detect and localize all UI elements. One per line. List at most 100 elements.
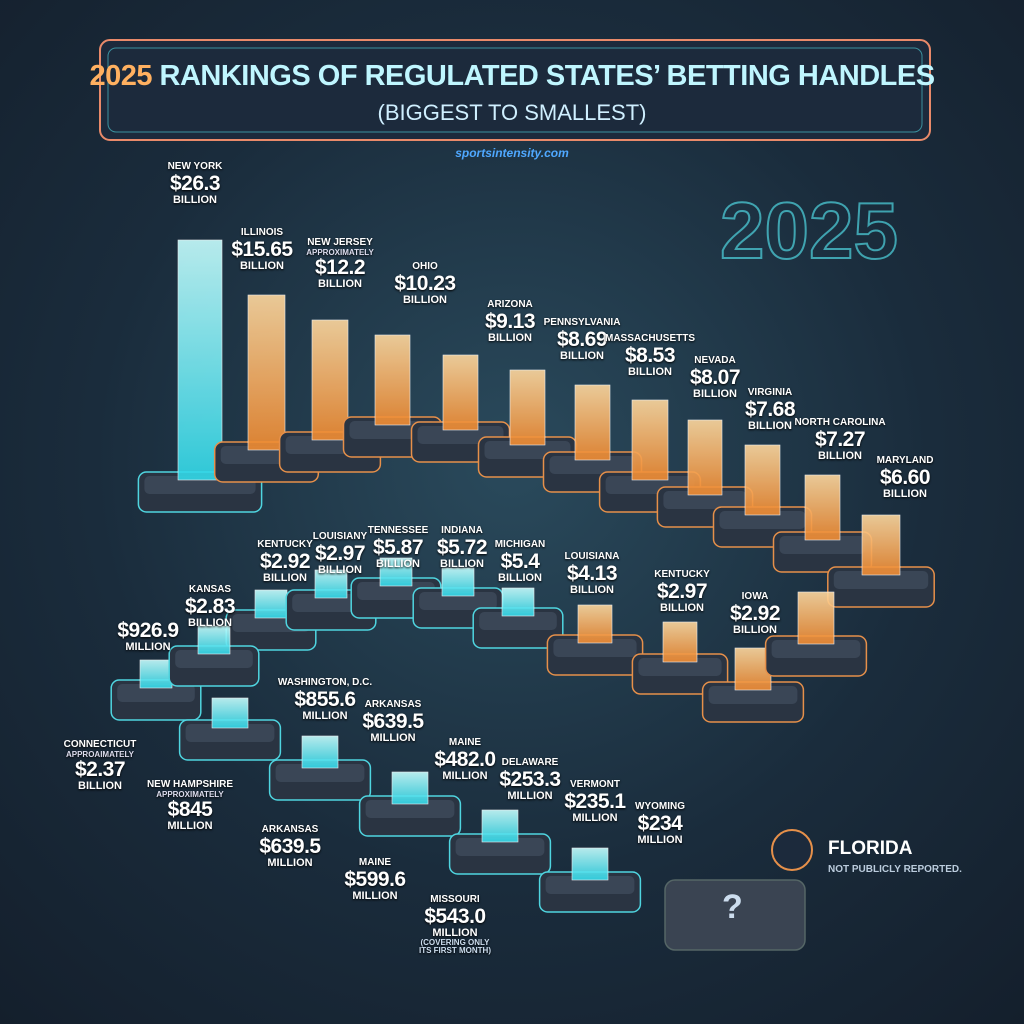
state-amount: $5.87 [372, 535, 424, 559]
florida-icon [771, 829, 813, 871]
state-name: CONNECTICUT [63, 739, 137, 750]
state-label: TENNESSEE $5.87 BILLION [368, 525, 429, 570]
orange-block [804, 474, 841, 541]
state-amount: $855.6 [294, 687, 356, 711]
state-unit: BILLION [488, 331, 532, 344]
state-amount: $12.2 [314, 255, 366, 279]
block-base-top [779, 536, 866, 554]
orange-block [631, 399, 669, 481]
state-unit: MILLION [432, 926, 478, 939]
state-amount: $5.72 [436, 535, 488, 559]
block-base-top [292, 594, 370, 612]
state-unit: BILLION [317, 277, 362, 290]
state-note: APPROXIMATELY [156, 789, 224, 799]
cyan-block [301, 735, 339, 769]
state-amount: $8.07 [689, 365, 741, 389]
cyan-block [211, 697, 249, 729]
state-unit: BILLION [498, 571, 542, 584]
brand: sportsintensity.com [455, 146, 569, 160]
cyan-block [379, 557, 413, 587]
state-label: LOUISIANY $2.97 BILLION [313, 531, 367, 576]
state-name: NORTH CAROLINA [794, 417, 886, 428]
big-year: 2025 [719, 185, 899, 276]
state-label: CONNECTICUT APPROAIMATELY $2.37 BILLION [63, 739, 137, 792]
state-label: WASHINGTON, D.C. $855.6 MILLION [277, 677, 373, 722]
state-amount: $15.65 [231, 237, 293, 261]
block-base-top [638, 658, 722, 676]
orange-block [574, 384, 611, 461]
state-amount: $253.3 [499, 767, 561, 791]
state-unit: BILLION [627, 365, 672, 378]
state-name: MARYLAND [876, 455, 934, 466]
orange-block [861, 514, 901, 576]
state-label: KANSAS $2.83 BILLION [185, 584, 236, 629]
state-label: NEW YORK $26.3 BILLION [167, 161, 223, 206]
state-amount: $7.27 [814, 427, 866, 451]
state-unit: BILLION [748, 419, 792, 432]
state-amount: $235.1 [564, 789, 626, 813]
state-name: WASHINGTON, D.C. [277, 677, 373, 688]
state-unit: BILLION [172, 193, 217, 206]
state-amount: $234 [637, 811, 683, 835]
question-block [664, 879, 806, 951]
block-base-top [549, 456, 636, 474]
state-name: DELAWARE [501, 757, 559, 768]
cyan-block [139, 659, 173, 689]
state-amount: $482.0 [434, 747, 496, 771]
blocks [110, 239, 935, 951]
state-unit: BILLION [317, 563, 362, 576]
state-unit: BILLION [560, 349, 604, 362]
title-panel-inner [107, 47, 923, 133]
cyan-block [197, 625, 231, 655]
florida-status: NOT PUBLICLY REPORTED. [828, 864, 962, 875]
block-base-top [708, 686, 798, 704]
state-unit: MILLION [572, 811, 618, 824]
state-unit: BILLION [817, 449, 862, 462]
state-label: NEVADA $8.07 BILLION [689, 355, 741, 400]
state-unit: MILLION [507, 789, 553, 802]
state-amount: $26.3 [169, 171, 221, 195]
title-year: 2025 [89, 60, 152, 92]
state-label: VIRGINIA $7.68 BILLION [745, 387, 796, 432]
orange-block [311, 319, 349, 441]
state-amount: $2.37 [74, 757, 126, 781]
state-label: IOWA $2.92 BILLION [730, 591, 781, 636]
block-base-top [275, 764, 365, 782]
state-name: NEVADA [694, 355, 736, 366]
state-name: NEW YORK [167, 161, 223, 172]
state-name: ARIZONA [487, 299, 533, 310]
state-amount: $2.97 [656, 579, 708, 603]
state-label: DELAWARE $253.3 MILLION [499, 757, 561, 802]
state-name: KENTUCKY [257, 539, 313, 550]
block-base-top [553, 639, 637, 657]
state-unit: MILLION [352, 889, 398, 902]
subtitle: (BIGGEST TO SMALLEST) [377, 100, 647, 125]
state-amount: $543.0 [424, 904, 486, 928]
state-name: MICHIGAN [494, 539, 546, 550]
state-label: NEW JERSEY APPROXIMATELY $12.2 BILLION [306, 237, 374, 290]
cyan-block [314, 569, 348, 599]
orange-block [662, 621, 698, 663]
state-unit: BILLION [375, 557, 420, 570]
state-label: ARKANSAS $639.5 MILLION [259, 824, 321, 869]
state-unit: MILLION [267, 856, 313, 869]
state-unit: MILLION [370, 731, 416, 744]
orange-block [797, 591, 835, 645]
orange-block [247, 294, 286, 451]
state-unit: BILLION [78, 779, 122, 792]
state-label: ILLINOIS $15.65 BILLION [231, 227, 293, 272]
state-unit: BILLION [239, 259, 284, 272]
block-base-top [479, 612, 557, 630]
state-amount: $8.69 [556, 327, 608, 351]
state-amount: $599.6 [344, 867, 406, 891]
cyan-block [391, 771, 429, 805]
state-amount: $5.4 [500, 549, 540, 573]
state-label: WYOMING $234 MILLION [635, 801, 685, 846]
state-name: NEW HAMPSHIRE [146, 779, 234, 790]
state-label: PENNSYLVANIA $8.69 BILLION [544, 317, 621, 362]
state-label: NORTH CAROLINA $7.27 BILLION [794, 417, 886, 462]
state-unit: BILLION [402, 293, 447, 306]
state-label: VERMONT $235.1 MILLION [564, 779, 626, 824]
state-label: ARIZONA $9.13 BILLION [485, 299, 536, 344]
